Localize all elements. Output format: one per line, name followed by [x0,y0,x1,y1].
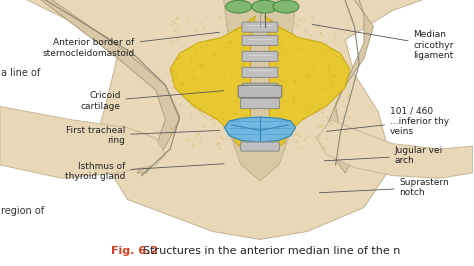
FancyBboxPatch shape [238,85,282,98]
Text: First tracheal
ring: First tracheal ring [66,126,219,145]
Text: Anterior border of
sternocleidomastoid: Anterior border of sternocleidomastoid [43,32,219,57]
Polygon shape [0,0,458,239]
FancyBboxPatch shape [242,22,278,32]
Ellipse shape [273,0,299,13]
Polygon shape [170,16,255,149]
Text: 101 / 460
...inferior thy
veins: 101 / 460 ...inferior thy veins [327,106,449,136]
Text: Suprastern
notch: Suprastern notch [319,178,449,197]
Polygon shape [264,16,350,149]
Ellipse shape [226,0,252,13]
Polygon shape [326,0,374,173]
FancyBboxPatch shape [241,98,279,109]
FancyBboxPatch shape [242,51,278,61]
Text: Isthmus of
thyroid gland: Isthmus of thyroid gland [65,162,224,181]
Polygon shape [14,0,180,173]
Text: Structures in the anterior median line of the n: Structures in the anterior median line o… [143,246,401,256]
FancyBboxPatch shape [242,83,278,93]
FancyBboxPatch shape [242,67,278,77]
Text: Jugular vei
arch: Jugular vei arch [324,146,443,165]
Polygon shape [317,120,473,178]
Ellipse shape [252,0,278,13]
Text: a line of: a line of [1,68,40,78]
Text: Cricoid
cartilage: Cricoid cartilage [81,91,224,111]
Polygon shape [225,117,295,142]
Text: Fig. 6.2: Fig. 6.2 [111,246,158,256]
FancyBboxPatch shape [241,142,279,151]
Text: region of: region of [1,206,44,217]
Polygon shape [244,144,276,150]
Polygon shape [0,106,165,178]
Text: Median
cricothyr
ligament: Median cricothyr ligament [312,24,454,60]
Polygon shape [222,0,298,181]
FancyBboxPatch shape [242,35,278,45]
